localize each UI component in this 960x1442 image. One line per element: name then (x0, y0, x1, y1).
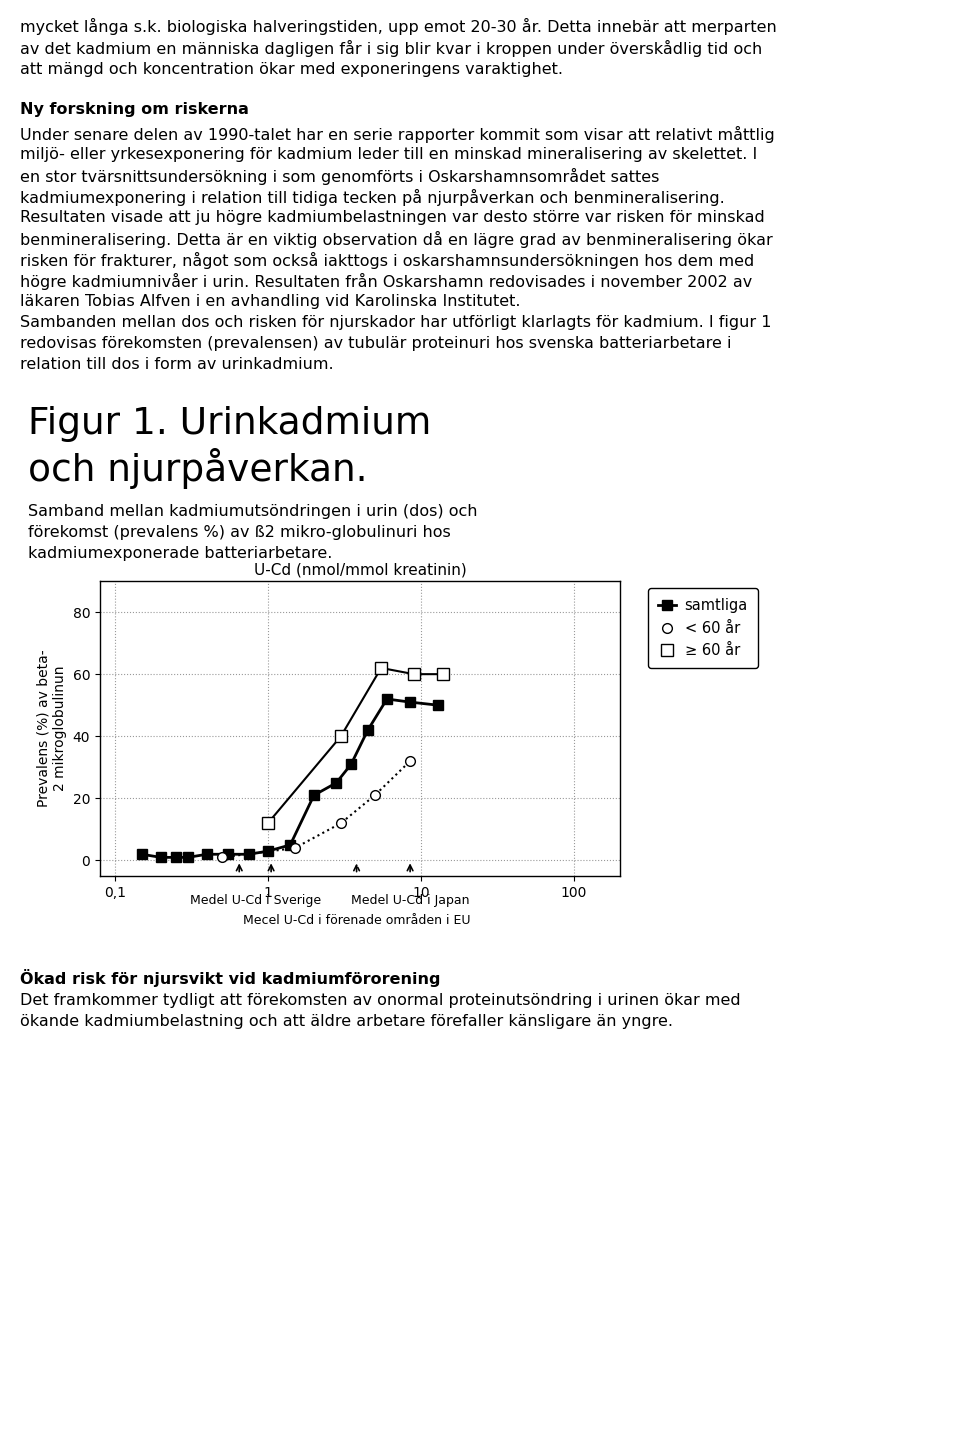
Text: kadmiumexponering i relation till tidiga tecken på njurpåverkan och benmineralis: kadmiumexponering i relation till tidiga… (20, 189, 725, 206)
Text: redovisas förekomsten (prevalensen) av tubulär proteinuri hos svenska batteriarb: redovisas förekomsten (prevalensen) av t… (20, 336, 732, 350)
Text: förekomst (prevalens %) av ß2 mikro-globulinuri hos: förekomst (prevalens %) av ß2 mikro-glob… (28, 525, 451, 539)
Title: U-Cd (nmol/mmol kreatinin): U-Cd (nmol/mmol kreatinin) (253, 562, 467, 577)
Text: Under senare delen av 1990-talet har en serie rapporter kommit som visar att rel: Under senare delen av 1990-talet har en … (20, 125, 775, 143)
Text: att mängd och koncentration ökar med exponeringens varaktighet.: att mängd och koncentration ökar med exp… (20, 62, 563, 76)
Text: Medel U-Cd i Japan: Medel U-Cd i Japan (350, 894, 469, 907)
Text: Resultaten visade att ju högre kadmiumbelastningen var desto större var risken f: Resultaten visade att ju högre kadmiumbe… (20, 211, 765, 225)
Text: risken för frakturer, något som också iakttogs i oskarshamnsundersökningen hos d: risken för frakturer, något som också ia… (20, 252, 755, 270)
Text: Figur 1. Urinkadmium: Figur 1. Urinkadmium (28, 407, 431, 443)
Text: Ökad risk för njursvikt vid kadmiumförorening: Ökad risk för njursvikt vid kadmiumföror… (20, 969, 441, 986)
Text: Medel U-Cd i Sverige: Medel U-Cd i Sverige (190, 894, 321, 907)
Text: kadmiumexponerade batteriarbetare.: kadmiumexponerade batteriarbetare. (28, 547, 332, 561)
Text: Det framkommer tydligt att förekomsten av onormal proteinutsöndring i urinen öka: Det framkommer tydligt att förekomsten a… (20, 994, 740, 1008)
Text: en stor tvärsnittsundersökning i som genomförts i Oskarshamnsområdet sattes: en stor tvärsnittsundersökning i som gen… (20, 169, 660, 185)
Text: relation till dos i form av urinkadmium.: relation till dos i form av urinkadmium. (20, 358, 334, 372)
Text: läkaren Tobias Alfven i en avhandling vid Karolinska Institutet.: läkaren Tobias Alfven i en avhandling vi… (20, 294, 520, 309)
Text: miljö- eller yrkesexponering för kadmium leder till en minskad mineralisering av: miljö- eller yrkesexponering för kadmium… (20, 147, 757, 162)
Text: ökande kadmiumbelastning och att äldre arbetare förefaller känsligare än yngre.: ökande kadmiumbelastning och att äldre a… (20, 1014, 673, 1030)
Text: Mecel U-Cd i förenade områden i EU: Mecel U-Cd i förenade områden i EU (243, 914, 470, 927)
Legend: samtliga, < 60 år, ≥ 60 år: samtliga, < 60 år, ≥ 60 år (648, 588, 758, 668)
Text: mycket långa s.k. biologiska halveringstiden, upp emot 20-30 år. Detta innebär a: mycket långa s.k. biologiska halveringst… (20, 17, 777, 35)
Text: högre kadmiumnivåer i urin. Resultaten från Oskarshamn redovisades i november 20: högre kadmiumnivåer i urin. Resultaten f… (20, 273, 753, 290)
Text: Samband mellan kadmiumutsöndringen i urin (dos) och: Samband mellan kadmiumutsöndringen i uri… (28, 505, 477, 519)
Y-axis label: Prevalens (%) av beta-
2 mikroglobulinun: Prevalens (%) av beta- 2 mikroglobulinun (36, 650, 67, 808)
Text: av det kadmium en människa dagligen får i sig blir kvar i kroppen under överskåd: av det kadmium en människa dagligen får … (20, 40, 762, 58)
Text: benmineralisering. Detta är en viktig observation då en lägre grad av benmineral: benmineralisering. Detta är en viktig ob… (20, 231, 773, 248)
Text: Sambanden mellan dos och risken för njurskador har utförligt klarlagts för kadmi: Sambanden mellan dos och risken för njur… (20, 314, 772, 330)
Text: Ny forskning om riskerna: Ny forskning om riskerna (20, 102, 249, 117)
Text: och njurpåverkan.: och njurpåverkan. (28, 448, 368, 489)
